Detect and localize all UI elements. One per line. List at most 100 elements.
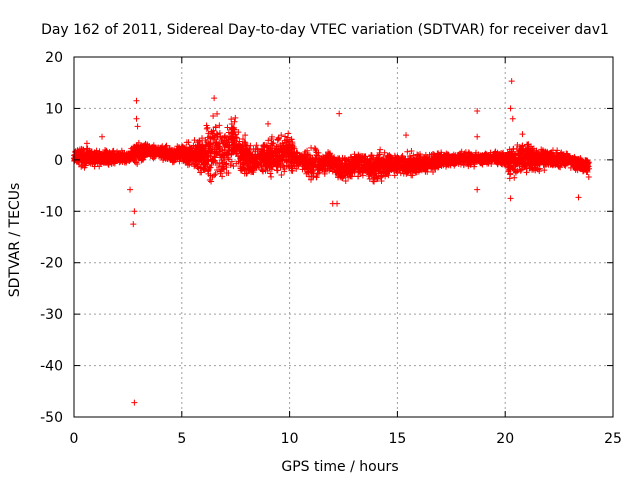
data-point <box>84 145 91 152</box>
data-point <box>101 153 108 160</box>
data-point <box>352 154 359 161</box>
data-point <box>227 162 234 169</box>
data-point <box>287 158 294 165</box>
data-point <box>263 161 270 168</box>
data-point <box>290 143 297 150</box>
data-point <box>283 157 290 164</box>
data-point <box>219 173 226 180</box>
x-tick-label: 15 <box>388 431 406 447</box>
data-point <box>286 141 293 148</box>
data-point <box>497 158 504 165</box>
data-point <box>121 150 128 157</box>
data-point <box>223 141 230 148</box>
data-point <box>267 170 274 177</box>
data-point <box>252 145 259 152</box>
data-point <box>192 154 199 161</box>
data-point <box>465 153 472 160</box>
data-point <box>165 149 172 156</box>
data-point <box>139 154 146 161</box>
data-point <box>130 221 137 228</box>
data-point <box>555 162 562 169</box>
data-point <box>368 163 375 170</box>
data-point <box>513 156 520 163</box>
data-point <box>288 136 295 143</box>
data-point <box>264 147 271 154</box>
data-point <box>181 152 188 159</box>
data-point <box>249 167 256 174</box>
data-point <box>247 142 254 149</box>
data-point <box>532 152 539 159</box>
data-point <box>336 110 343 117</box>
data-point <box>386 168 393 175</box>
data-point <box>432 158 439 165</box>
data-point <box>278 172 285 179</box>
data-point <box>183 139 190 146</box>
data-point <box>361 153 368 160</box>
data-point <box>228 151 235 158</box>
data-point <box>477 152 484 159</box>
y-tick-label: 0 <box>54 153 63 169</box>
data-point <box>440 161 447 168</box>
data-point <box>585 173 592 180</box>
data-point <box>123 153 130 160</box>
data-point <box>134 123 141 130</box>
grid <box>74 57 613 417</box>
data-point <box>215 143 222 150</box>
data-point <box>85 156 92 163</box>
data-point <box>535 159 542 166</box>
data-point <box>329 164 336 171</box>
data-point <box>208 178 215 185</box>
data-point <box>210 113 217 120</box>
data-point <box>345 168 352 175</box>
data-point <box>102 158 109 165</box>
data-point <box>538 146 545 153</box>
data-point <box>507 195 514 202</box>
data-point <box>560 151 567 158</box>
data-point <box>255 153 262 160</box>
data-point <box>504 149 511 156</box>
data-point <box>484 154 491 161</box>
data-point <box>506 160 513 167</box>
data-point <box>544 149 551 156</box>
data-point <box>505 167 512 174</box>
data-point <box>258 148 265 155</box>
data-point <box>327 161 334 168</box>
data-point <box>241 166 248 173</box>
data-point <box>182 147 189 154</box>
data-point <box>293 165 300 172</box>
data-point <box>166 155 173 162</box>
data-point <box>275 160 282 167</box>
data-point <box>534 162 541 169</box>
data-point <box>128 154 135 161</box>
data-point <box>542 161 549 168</box>
data-point <box>348 163 355 170</box>
data-point <box>304 147 311 154</box>
data-point <box>510 145 517 152</box>
x-tick-label: 25 <box>604 431 622 447</box>
data-point <box>384 153 391 160</box>
data-point <box>232 134 239 141</box>
data-point <box>559 158 566 165</box>
data-point <box>305 168 312 175</box>
data-point <box>520 161 527 168</box>
data-point <box>313 174 320 181</box>
data-point <box>362 157 369 164</box>
data-point <box>96 157 103 164</box>
data-point <box>519 131 526 138</box>
data-point <box>541 150 548 157</box>
data-point <box>517 167 524 174</box>
data-point <box>473 158 480 165</box>
data-point <box>131 208 138 215</box>
data-point <box>554 147 561 154</box>
data-point <box>159 149 166 156</box>
data-point <box>207 164 214 171</box>
data-point <box>406 158 413 165</box>
data-point <box>79 155 86 162</box>
data-point <box>536 165 543 172</box>
data-point <box>394 169 401 176</box>
data-point <box>429 164 436 171</box>
data-point <box>424 160 431 167</box>
data-point <box>314 152 321 159</box>
data-point <box>131 399 138 406</box>
data-point <box>420 160 427 167</box>
